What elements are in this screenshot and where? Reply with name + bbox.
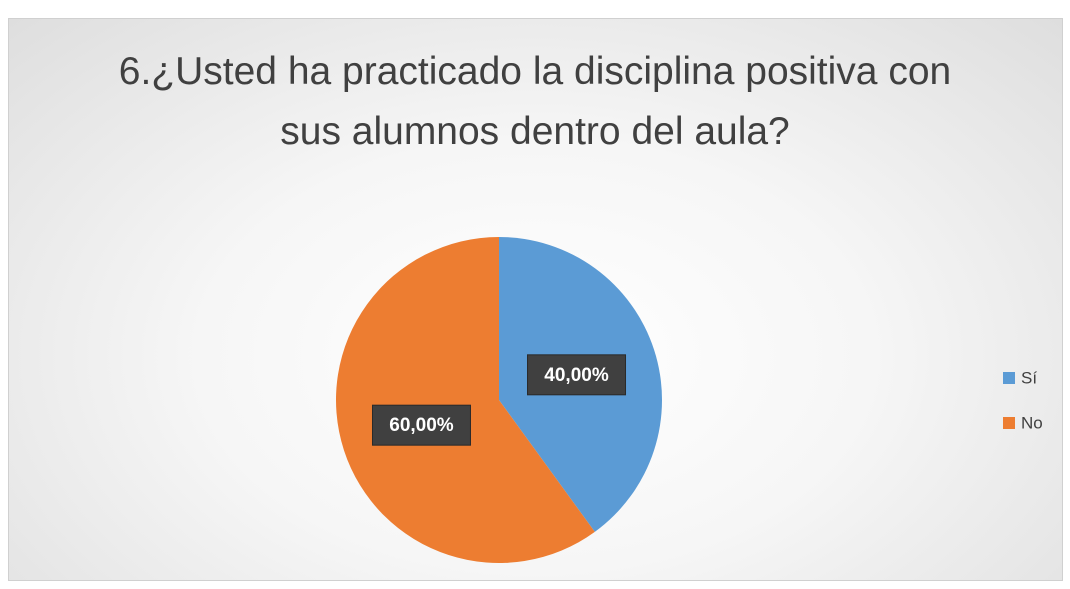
data-label-box — [371, 404, 471, 446]
chart-title: 6.¿Usted ha practicado la disciplina pos… — [118, 50, 952, 153]
legend-swatch — [1003, 372, 1015, 384]
data-label: 60,00% — [389, 415, 454, 436]
pie-slice — [335, 237, 595, 563]
legend-label: No — [1021, 413, 1043, 432]
data-label-box — [527, 354, 627, 396]
data-label: 40,00% — [544, 365, 609, 386]
legend-label: Sí — [1021, 368, 1037, 387]
legend-swatch — [1003, 417, 1015, 429]
